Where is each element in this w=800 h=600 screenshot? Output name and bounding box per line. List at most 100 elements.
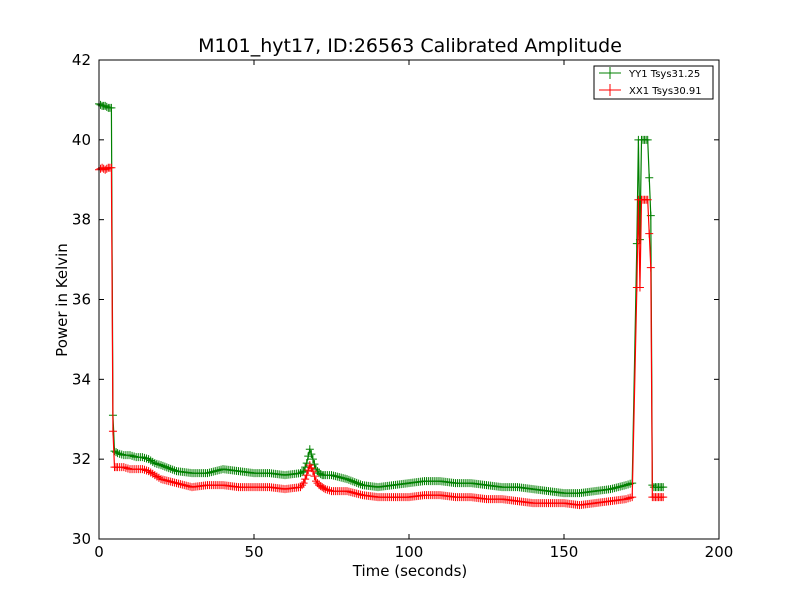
data-point-marker [305,445,314,454]
data-point-marker [140,465,149,474]
y-tick-label: 32 [72,450,91,468]
data-point-marker [164,464,173,473]
data-point-marker [168,465,177,474]
data-point-marker [352,478,361,487]
data-point-marker [325,486,334,495]
data-point-marker [152,459,161,468]
data-point-marker [107,163,116,172]
data-point-marker [146,468,155,477]
data-point-marker [298,481,307,490]
x-axis-title: Time (seconds) [352,562,468,580]
data-point-marker [140,453,149,462]
plot-area [99,60,719,539]
data-point-marker [119,463,128,472]
data-point-marker [150,459,159,468]
legend-label-xx1: XX1 Tsys30.91 [629,86,702,97]
data-point-marker [321,485,330,494]
data-point-marker [659,483,668,492]
data-point-marker [298,468,307,477]
legend-marker-yy1 [604,67,616,79]
data-point-marker [157,461,165,470]
data-point-marker [343,475,351,484]
y-tick-label: 36 [72,291,91,309]
y-tick-label: 30 [72,530,91,548]
data-point-marker [645,173,654,182]
data-point-marker [628,493,637,502]
data-point-marker [138,465,147,474]
y-tick-label: 34 [72,370,91,388]
ticks-layer: 0 50 100 150 200 30 32 34 36 38 40 42 [72,51,733,561]
x-tick-label: 50 [244,543,263,561]
x-tick-label: 0 [94,543,104,561]
data-point-marker [310,472,319,481]
data-point-marker [142,466,151,475]
y-tick-label: 40 [72,131,91,149]
legend-box [593,65,714,100]
data-point-marker [659,493,668,502]
y-tick-label: 38 [72,211,91,229]
data-point-marker [150,471,159,480]
data-point-marker [170,466,179,475]
data-point-marker [142,454,151,463]
data-point-marker [344,475,353,484]
data-point-marker [162,463,171,472]
data-point-marker [307,450,316,459]
y-tick-label: 42 [72,51,91,69]
data-point-marker [645,229,654,238]
data-point-marker [113,449,122,458]
data-point-marker [154,473,163,482]
data-point-marker [302,471,311,480]
data-point-marker [299,479,308,488]
data-point-marker [144,455,153,464]
data-point-marker [350,478,359,487]
data-point-marker [356,480,365,489]
series-xx1 [95,163,668,510]
data-point-marker [166,464,175,473]
data-point-marker [626,493,635,502]
data-point-marker [319,484,328,493]
data-point-marker [107,103,116,112]
data-point-marker [622,495,630,504]
data-point-marker [154,460,163,469]
legend-marker-xx1 [604,84,616,96]
chart-title: M101_hyt17, ID:26563 Calibrated Amplitud… [198,35,622,57]
data-point-marker [123,464,132,473]
data-point-marker [117,450,126,459]
data-point-marker [643,195,652,204]
data-point-marker [622,481,630,490]
legend: YY1 Tsys31.25 XX1 Tsys30.91 [593,65,714,100]
data-point-marker [348,477,357,486]
data-point-marker [128,451,137,460]
data-point-marker [158,461,167,470]
data-point-marker [643,135,652,144]
data-point-marker [144,467,153,476]
plot-background [99,60,719,539]
data-point-marker [130,452,139,461]
data-point-marker [138,453,147,462]
data-point-marker [308,455,317,464]
data-point-marker [323,485,332,494]
data-point-marker [126,451,134,460]
data-point-marker [160,462,169,471]
legend-label-yy1: YY1 Tsys31.25 [628,69,700,80]
data-point-marker [148,469,157,478]
data-point-marker [624,494,633,503]
data-point-marker [624,480,633,489]
x-tick-label: 150 [550,543,579,561]
y-axis-title: Power in Kelvin [53,243,71,357]
data-point-marker [121,463,130,472]
series-yy1 [95,99,668,498]
data-point-marker [301,475,310,484]
data-point-marker [308,467,317,476]
data-point-marker [152,472,161,481]
data-point-marker [115,449,124,458]
data-point-marker [108,427,117,436]
series-layer [95,99,668,510]
x-tick-label: 200 [705,543,734,561]
data-point-marker [646,263,655,272]
data-point-marker [346,476,355,485]
x-tick-label: 100 [395,543,424,561]
data-point-marker [354,479,363,488]
data-point-marker [146,456,155,465]
